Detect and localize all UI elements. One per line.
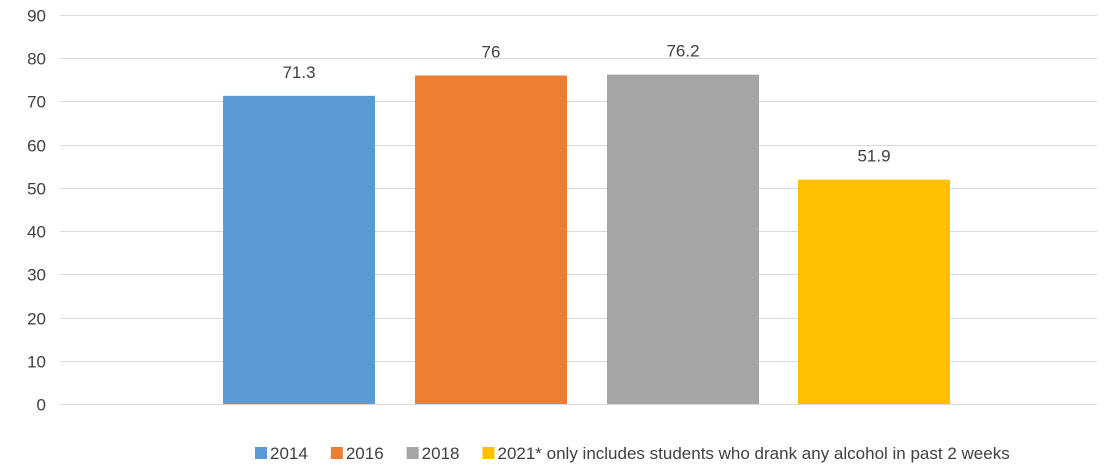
- y-tick-label-90: 90: [27, 7, 46, 26]
- data-label-3: 76.2: [666, 42, 699, 61]
- legend-item-3: 2018: [406, 444, 460, 463]
- legend-label-1: 2014: [270, 444, 308, 463]
- y-tick-label-10: 10: [27, 353, 46, 372]
- legend-swatch-3: [406, 447, 419, 459]
- legend: 2014 2016 2018 2021* only includes students…: [255, 444, 1010, 463]
- y-tick-label-60: 60: [27, 137, 46, 156]
- legend-item-2: 2016: [330, 444, 384, 463]
- legend-swatch-2: [330, 447, 343, 459]
- legend-item-1: 2014: [255, 444, 308, 463]
- y-tick-label-70: 70: [27, 93, 46, 112]
- legend-label-4: 2021* only includes students who drank a…: [497, 444, 1009, 463]
- y-tick-label-80: 80: [27, 50, 46, 69]
- y-axis-tick-labels: 0 10 20 30 40 50 60 70 80 90: [27, 7, 46, 415]
- legend-swatch-1: [255, 447, 267, 459]
- data-label-1: 71.3: [282, 63, 315, 82]
- data-label-4: 51.9: [857, 147, 890, 166]
- bar-4: [798, 179, 950, 404]
- y-tick-label-40: 40: [27, 223, 46, 242]
- bar-1: [223, 95, 375, 404]
- bar-3: [607, 74, 759, 404]
- bar-2: [415, 75, 567, 404]
- y-tick-label-30: 30: [27, 266, 46, 285]
- bars: [223, 74, 950, 404]
- y-tick-label-20: 20: [27, 310, 46, 329]
- y-tick-label-0: 0: [37, 396, 46, 415]
- data-labels: 71.3 76 76.2 51.9: [282, 42, 890, 166]
- y-tick-label-50: 50: [27, 180, 46, 199]
- data-label-2: 76: [482, 43, 501, 62]
- legend-label-2: 2016: [346, 444, 384, 463]
- legend-item-4: 2021* only includes students who drank a…: [482, 444, 1010, 463]
- legend-label-3: 2018: [422, 444, 460, 463]
- legend-swatch-4: [482, 447, 495, 459]
